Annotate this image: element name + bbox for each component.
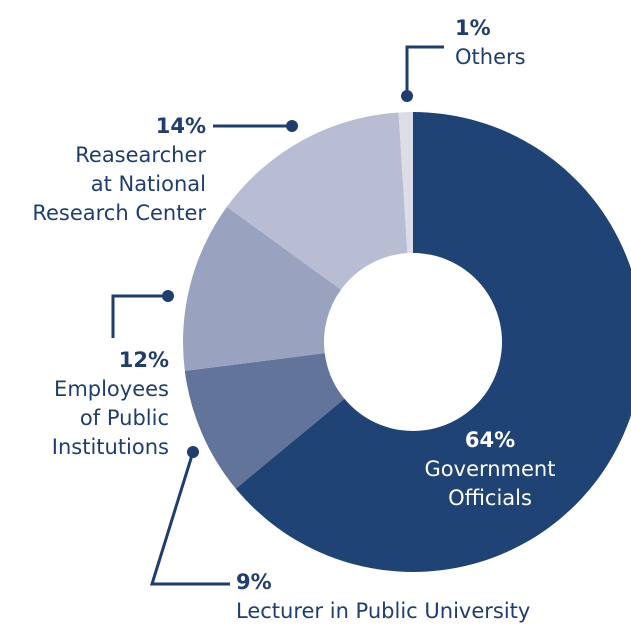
leader-lecturer-dot <box>187 446 199 458</box>
label-lecturer-pct: 9% <box>236 570 272 594</box>
label-government-pct: 64% <box>464 428 516 452</box>
slice-others <box>398 112 413 254</box>
leader-employees <box>111 294 168 338</box>
label-employees-pct: 12% <box>118 348 169 372</box>
leader-lecturer <box>149 451 230 586</box>
leader-others <box>405 45 444 96</box>
label-employees-line-1: Employees <box>54 377 169 401</box>
label-others: 1% Others <box>455 14 526 72</box>
label-employees-line-2: of Public <box>79 406 169 430</box>
label-government: 64% Government Officials <box>405 426 575 513</box>
label-researcher-line-2: at National <box>90 172 206 196</box>
label-others-pct: 1% <box>455 16 491 40</box>
slice-government-officials <box>235 112 631 572</box>
label-government-line-1: Government <box>424 457 556 481</box>
label-researcher-pct: 14% <box>155 114 206 138</box>
label-researcher: 14% Reasearcher at National Research Cen… <box>32 112 206 228</box>
leader-employees-dot <box>162 290 174 302</box>
label-lecturer-line-1: Lecturer in Public University <box>236 599 531 623</box>
label-others-line-1: Others <box>455 45 526 69</box>
label-researcher-line-3: Research Center <box>32 201 206 225</box>
leader-lines <box>111 45 444 586</box>
slice-reasearcher-at-national-research-center <box>226 112 408 290</box>
slice-lecturer-in-public-university <box>184 353 345 489</box>
leader-researcher-dot <box>286 120 298 132</box>
leader-others-dot <box>401 90 413 102</box>
label-government-line-2: Officials <box>448 486 532 510</box>
slice-employees-of-public-institutions <box>183 206 341 371</box>
label-employees: 12% Employees of Public Institutions <box>52 346 169 462</box>
label-lecturer: 9% Lecturer in Public University <box>236 568 530 626</box>
label-employees-line-3: Institutions <box>51 435 169 459</box>
label-researcher-line-1: Reasearcher <box>75 143 206 167</box>
slice-group <box>183 112 631 572</box>
